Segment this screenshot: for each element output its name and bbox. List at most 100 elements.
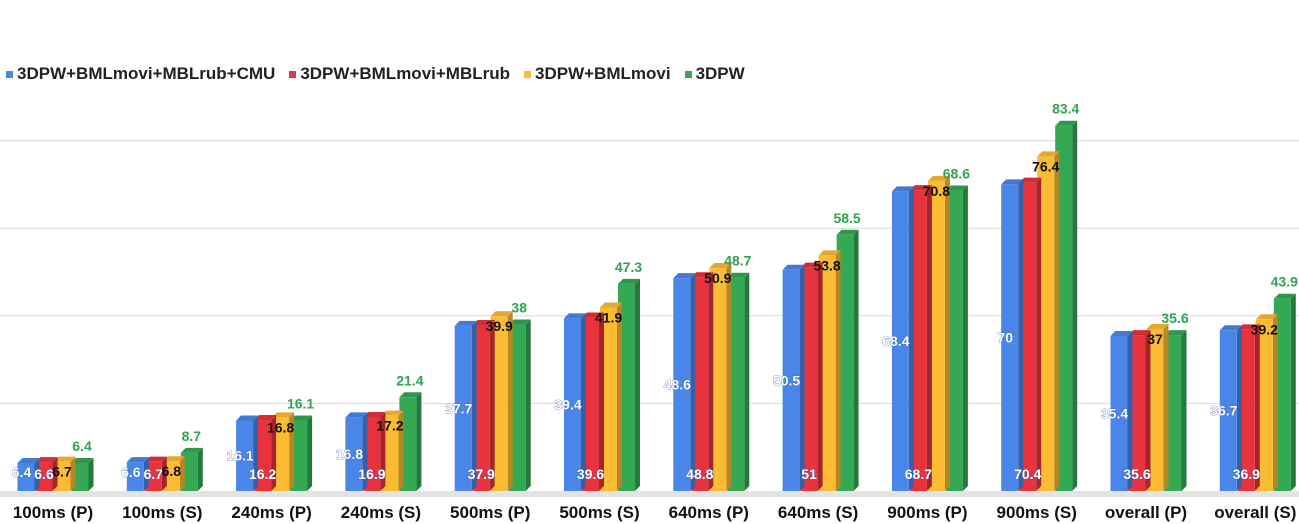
bar-top (1219, 325, 1242, 331)
legend-swatch (6, 70, 13, 78)
bar (1255, 319, 1273, 491)
bar-side (253, 415, 259, 491)
bar-side (1236, 325, 1242, 491)
bar (508, 324, 526, 491)
bar-top (144, 456, 167, 462)
bar-top (1019, 177, 1042, 183)
bar-side (52, 457, 58, 491)
legend-item-series-3: 3DPW+BMLmovi (524, 64, 671, 84)
data-label: 37.9 (468, 466, 495, 482)
bar-side (271, 415, 277, 491)
data-label: 83.4 (1052, 101, 1079, 117)
data-label: 16.9 (358, 466, 385, 482)
bar (1001, 184, 1019, 491)
bar-side (1036, 177, 1042, 491)
x-tick-label: 900ms (S) (997, 503, 1077, 522)
bar-side (289, 412, 295, 491)
bar-top (126, 457, 149, 463)
bar (564, 318, 581, 491)
data-label: 70.8 (923, 183, 950, 199)
chart-legend: 3DPW+BMLmovi+MBLrub+CMU 3DPW+BMLmovi+MBL… (6, 64, 745, 84)
bar-top (836, 229, 859, 235)
data-label: 51 (801, 466, 817, 482)
bar-top (909, 185, 932, 191)
bar-side (635, 278, 640, 491)
bar-top (272, 412, 295, 418)
data-label: 38 (511, 300, 527, 316)
bar-side (1127, 330, 1133, 491)
bar-side (398, 410, 404, 491)
bar-side (926, 185, 932, 491)
bar-top (472, 319, 495, 325)
bar-side (690, 273, 696, 491)
bar (17, 462, 35, 491)
data-label: 16.2 (249, 466, 276, 482)
data-label: 17.2 (376, 418, 403, 434)
bar-side (799, 264, 805, 491)
bar (53, 461, 71, 491)
x-tick-label: overall (P) (1105, 503, 1187, 522)
data-label: 6.6 (121, 464, 141, 480)
data-label: 6.7 (144, 466, 164, 482)
bar-side (380, 411, 386, 491)
x-tick-label: 500ms (P) (450, 503, 530, 522)
bar-top (345, 412, 368, 418)
data-label: 16.8 (336, 446, 363, 462)
data-label: 50.5 (773, 372, 800, 388)
bar-side (1181, 330, 1187, 491)
data-label: 41.9 (595, 309, 622, 325)
bar-side (70, 456, 76, 491)
bar-top (1128, 330, 1151, 336)
bar (1055, 125, 1073, 491)
bar-top (53, 456, 76, 462)
legend-item-series-1: 3DPW+BMLmovi+MBLrub+CMU (6, 64, 275, 84)
legend-swatch (524, 70, 532, 78)
bar-side (1272, 314, 1278, 491)
data-label: 16.1 (287, 395, 314, 411)
data-label: 36.9 (1233, 466, 1260, 482)
bar-top (927, 175, 950, 181)
data-label: 39.4 (554, 397, 581, 413)
bar (272, 417, 290, 491)
data-label: 48.6 (664, 377, 691, 393)
data-label: 48.7 (724, 253, 751, 269)
bar-top (1146, 323, 1169, 329)
bar-top (1001, 179, 1024, 185)
bar-top (1255, 314, 1278, 320)
bar (1219, 330, 1237, 491)
bar-top (1237, 324, 1260, 330)
bar-top (600, 302, 622, 308)
data-label: 39.6 (577, 466, 604, 482)
bar-side (197, 447, 203, 491)
bar-top (782, 264, 805, 270)
bar-top (381, 410, 404, 416)
legend-label: 3DPW+BMLmovi (535, 64, 671, 83)
bar (582, 317, 599, 491)
bar (1164, 335, 1182, 491)
bar-top (1273, 293, 1296, 299)
bar-side (179, 456, 185, 491)
bar (1019, 182, 1037, 491)
legend-item-series-4: 3DPW (684, 64, 745, 84)
bar-top (399, 392, 422, 398)
bar-side (744, 272, 750, 491)
bar (345, 417, 363, 491)
bar (836, 234, 854, 491)
x-tick-label: 900ms (P) (887, 503, 967, 522)
legend-swatch (684, 70, 692, 78)
bar-side (525, 319, 531, 491)
bar-top (1164, 330, 1187, 336)
bar-side (617, 302, 622, 491)
bar-top (582, 312, 604, 318)
data-label: 6.7 (52, 464, 72, 480)
bar-top (564, 313, 586, 319)
x-tick-label: 640ms (S) (778, 503, 858, 522)
data-label: 39.2 (1251, 321, 1278, 337)
bar-top (180, 447, 203, 453)
bar-side (1072, 120, 1078, 491)
bar-side (362, 412, 368, 491)
bar-side (1145, 330, 1151, 491)
bar (727, 277, 745, 491)
x-tick-label: 240ms (S) (341, 503, 421, 522)
